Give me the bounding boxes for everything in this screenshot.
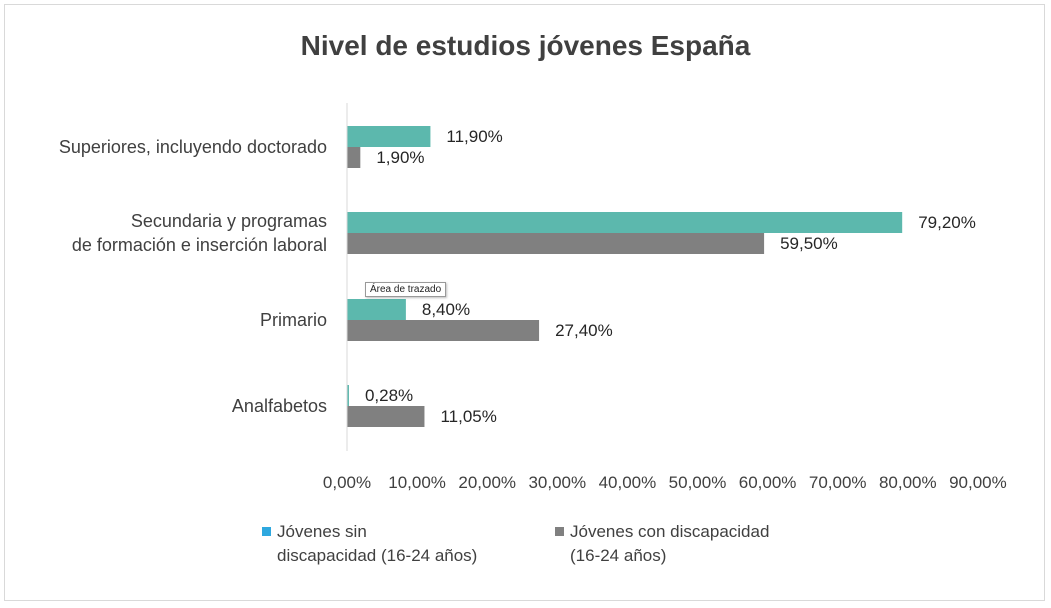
data-label-s1-3: 8,40% [422, 300, 470, 319]
x-tick-label-4: 30,00% [528, 473, 586, 492]
x-tick-label-8: 70,00% [809, 473, 867, 492]
legend-label-con-line2: (16-24 años) [570, 546, 667, 565]
category-label-2-line2: de formación e inserción laboral [72, 235, 327, 255]
bar-s2-4 [347, 406, 425, 427]
bar-s1-1 [347, 126, 431, 147]
x-tick-label-10: 90,00% [949, 473, 1007, 492]
x-tick-label-5: 40,00% [599, 473, 657, 492]
x-tick-label-3: 20,00% [458, 473, 516, 492]
legend-item-sin-discapacidad[interactable]: Jóvenes sin discapacidad (16-24 años) [262, 520, 477, 568]
x-tick-label-6: 50,00% [669, 473, 727, 492]
category-label-2-line1: Secundaria y programas [131, 211, 327, 231]
plot-area-tooltip: Área de trazado [365, 282, 447, 297]
category-label-1: Superiores, incluyendo doctorado [59, 137, 327, 157]
data-label-s1-2: 79,20% [918, 213, 976, 232]
data-label-s1-4: 0,28% [365, 386, 413, 405]
legend-swatch-sin [262, 527, 271, 536]
chart-title: Nivel de estudios jóvenes España [300, 30, 751, 61]
data-label-s2-1: 1,90% [376, 148, 424, 167]
x-tick-label-7: 60,00% [739, 473, 797, 492]
bar-s1-3 [347, 299, 406, 320]
bar-s1-2 [347, 212, 903, 233]
x-tick-label-2: 10,00% [388, 473, 446, 492]
bar-s1-4 [347, 385, 349, 406]
data-label-s2-2: 59,50% [780, 234, 838, 253]
data-label-s2-3: 27,40% [555, 321, 613, 340]
legend-label-sin-line2: discapacidad (16-24 años) [277, 546, 478, 565]
bar-s2-1 [347, 147, 361, 168]
data-label-s1-1: 11,90% [446, 127, 502, 146]
x-tick-label-9: 80,00% [879, 473, 937, 492]
category-label-4: Analfabetos [232, 396, 327, 416]
legend-swatch-con [555, 527, 564, 536]
bar-s2-2 [347, 233, 765, 254]
bar-s2-3 [347, 320, 540, 341]
category-label-3: Primario [260, 310, 327, 330]
legend-label-con-line1: Jóvenes con discapacidad [570, 522, 770, 541]
chart-frame [4, 4, 1045, 601]
data-label-s2-4: 11,05% [440, 407, 496, 426]
legend-label-sin-line1: Jóvenes sin [277, 522, 367, 541]
legend-item-con-discapacidad[interactable]: Jóvenes con discapacidad (16-24 años) [555, 520, 769, 568]
x-tick-label-1: 0,00% [323, 473, 371, 492]
